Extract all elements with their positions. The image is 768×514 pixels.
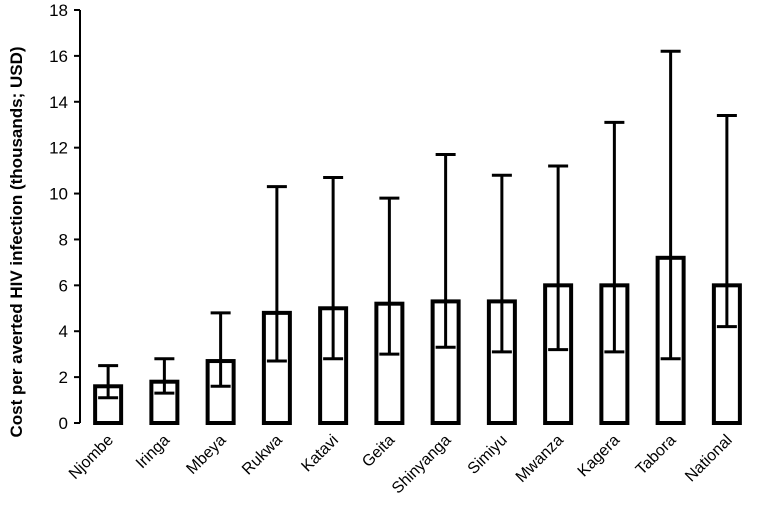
x-category-label: Kagera bbox=[575, 432, 624, 481]
y-tick-label: 12 bbox=[49, 139, 68, 158]
x-category-label: Simiyu bbox=[465, 432, 511, 478]
y-tick-label: 6 bbox=[59, 276, 68, 295]
x-category-label: Rukwa bbox=[239, 432, 286, 479]
x-category-label: Tabora bbox=[633, 432, 680, 479]
y-tick-label: 14 bbox=[49, 93, 68, 112]
bar bbox=[374, 301, 405, 426]
x-category-label: National bbox=[682, 432, 736, 486]
y-tick-label: 8 bbox=[59, 230, 68, 249]
x-axis-labels: Njombe Iringa Mbeya Rukwa Katavi GeitaShinyan… bbox=[66, 432, 736, 498]
bars-group bbox=[93, 49, 742, 426]
x-category-label: Geita bbox=[359, 432, 398, 471]
y-tick-label: 18 bbox=[49, 1, 68, 20]
x-category-label: Njombe bbox=[66, 432, 117, 483]
bar bbox=[543, 283, 574, 426]
x-category-label: Iringa bbox=[133, 432, 173, 472]
x-category-label: Mbeya bbox=[183, 432, 229, 478]
y-tick-label: 16 bbox=[49, 47, 68, 66]
y-tick-label: 10 bbox=[49, 185, 68, 204]
y-tick-label: 2 bbox=[59, 368, 68, 387]
y-axis: 0 2 4 6 8 10 12 14 16 18 bbox=[49, 1, 81, 433]
y-tick-label: 4 bbox=[59, 322, 68, 341]
x-category-label: Katavi bbox=[298, 432, 341, 475]
bar bbox=[318, 306, 349, 425]
y-axis-title: Cost per averted HIV infection (thousand… bbox=[7, 46, 26, 437]
y-tick-label: 0 bbox=[59, 414, 68, 433]
x-category-label: Mwanza bbox=[513, 432, 567, 486]
x-category-label: Shinyanga bbox=[389, 432, 455, 498]
